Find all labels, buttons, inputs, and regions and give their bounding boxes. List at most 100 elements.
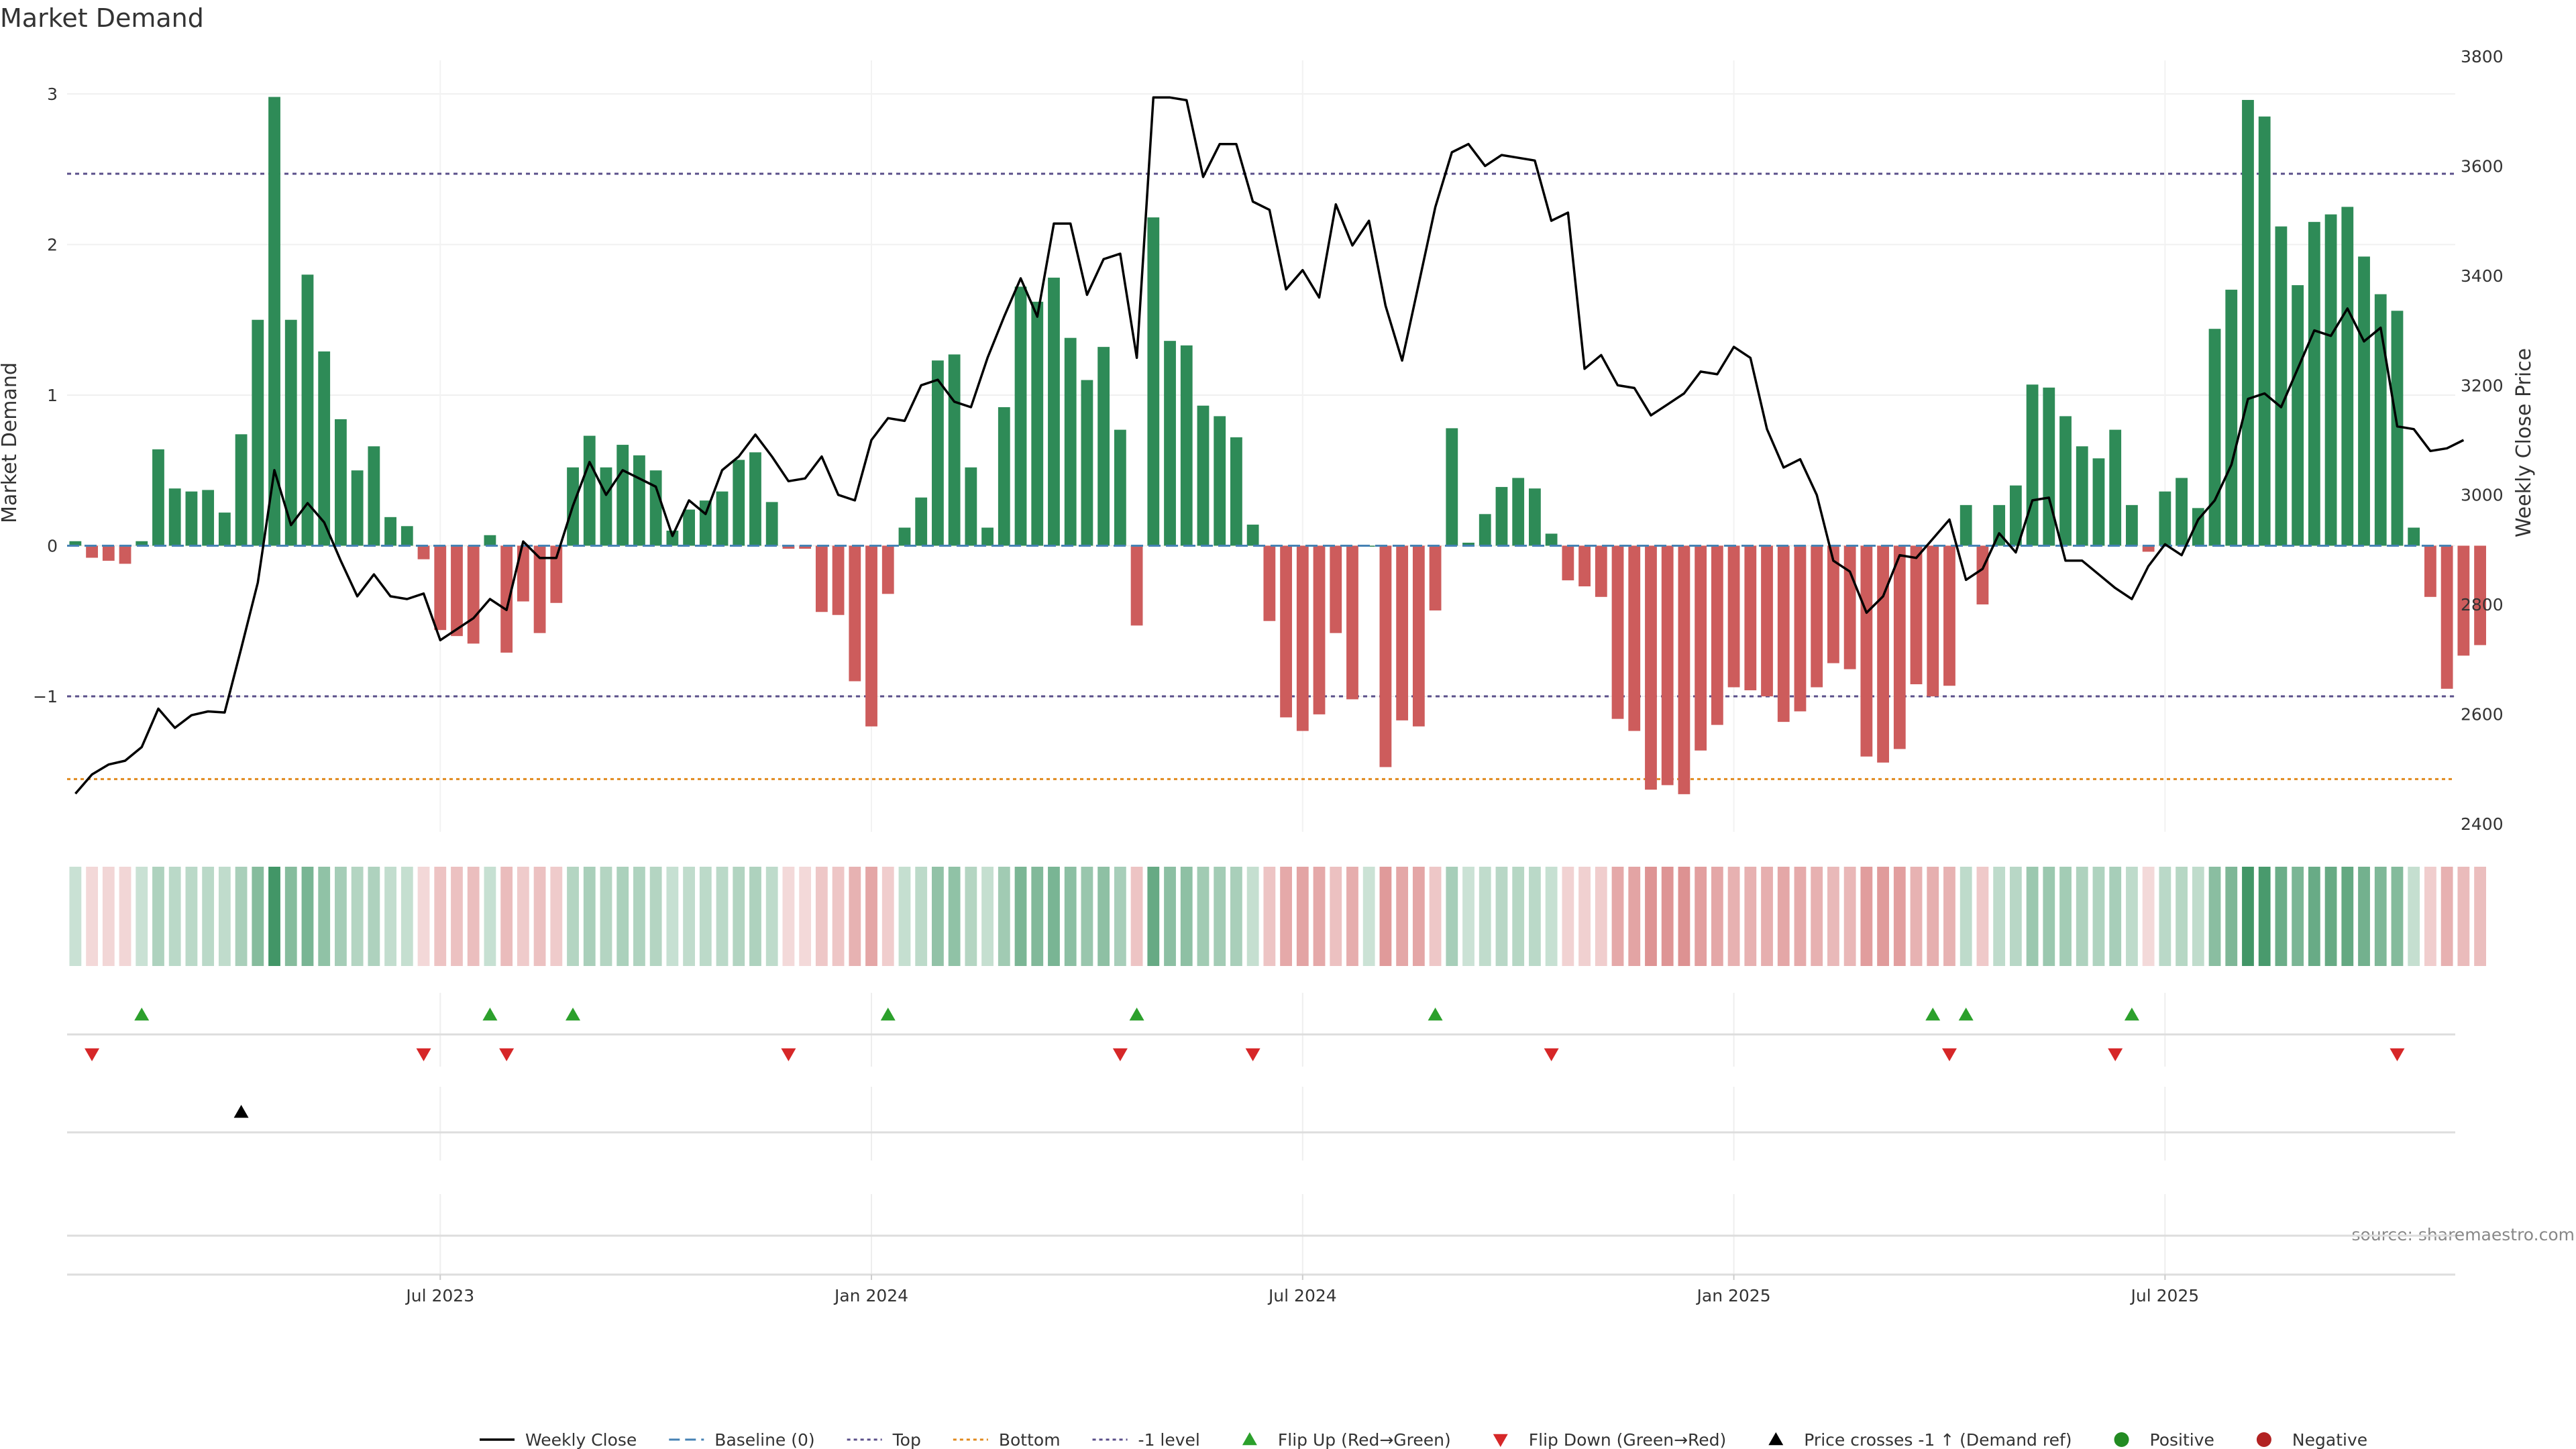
heat-cell [202,867,215,966]
demand-bar-positive [583,435,596,546]
y-tick-label: −1 [33,687,58,706]
heat-cell [1362,867,1375,966]
heat-cell [2208,867,2221,966]
demand-bar-negative [1976,545,1989,605]
demand-bar-negative [2457,545,2470,656]
demand-bar-negative [2440,545,2453,689]
demand-bar-negative [2424,545,2436,597]
demand-bar-positive [2358,256,2370,546]
flip-up-marker [880,1008,896,1021]
flip-down-marker [1245,1048,1260,1061]
demand-bar-positive [136,541,148,546]
heat-cell [2026,867,2039,966]
demand-bar-positive [2408,527,2420,546]
price-series [74,96,2465,795]
heat-cell [1180,867,1193,966]
heat-cell [2457,867,2470,966]
heat-cell [1048,867,1060,966]
demand-bar-negative [533,545,546,633]
demand-bar-positive [2076,446,2088,546]
heat-cell [1280,867,1292,966]
heat-cell [998,867,1010,966]
heat-cell [417,867,430,966]
heat-cell [765,867,778,966]
y2-tick-label: 3000 [2461,486,2504,505]
demand-bar-negative [2142,545,2155,552]
heat-cell [965,867,977,966]
heat-cell [1893,867,1906,966]
flip-up-marker [1428,1008,1443,1021]
heat-cell [1429,867,1442,966]
heat-cell [368,867,380,966]
heat-cell [500,867,513,966]
heat-cell [1910,867,1923,966]
heat-cell [252,867,264,966]
x-tick-label: Jul 2023 [405,1286,474,1305]
heat-cell [152,867,164,966]
heat-cell [600,867,612,966]
heat-cell [733,867,745,966]
demand-bar-negative [1346,545,1358,700]
demand-bar-positive [2242,99,2254,546]
demand-bar-positive [1014,286,1027,546]
heat-cell [1628,867,1641,966]
demand-bar-positive [666,531,679,546]
heat-cell [2275,867,2288,966]
legend-swatch-price-cross [1768,1432,1784,1446]
demand-bar-negative [1927,545,1939,696]
heat-cell [1097,867,1110,966]
heat-cell [2374,867,2387,966]
heat-cell [1263,867,1276,966]
heat-cell [1645,867,1657,966]
heat-cell [1744,867,1757,966]
flip-up-marker [566,1008,581,1021]
chart-title: Market Demand [0,3,204,33]
demand-bar-positive [1048,277,1060,546]
y2-tick-label: 3600 [2461,156,2504,176]
heat-cell [2391,867,2404,966]
heat-cell [2358,867,2370,966]
y-axis-label-right: Weekly Close Price [2512,348,2536,537]
heat-cell [1346,867,1358,966]
heat-cell [2440,867,2453,966]
gridlines [67,60,2455,1275]
demand-bar-negative [1761,545,1773,696]
demand-bar-positive [616,445,629,546]
flip-up-marker [134,1008,150,1021]
demand-bar-positive [1164,341,1176,546]
heat-cell [633,867,645,966]
flip-up-marker [482,1008,498,1021]
demand-bar-positive [2059,416,2072,546]
y2-tick-label: 2600 [2461,705,2504,724]
demand-bar-positive [368,446,380,546]
heat-cell [666,867,679,966]
demand-bar-negative [1678,545,1690,794]
heat-cell [86,867,98,966]
heat-cell [1927,867,1939,966]
weekly-close-line [74,96,2465,795]
demand-bar-positive [400,526,413,546]
flip-down-marker [1544,1048,1559,1061]
demand-bar-negative [517,545,529,602]
heat-cell [484,867,496,966]
heat-cell [1246,867,1259,966]
heat-cell [1695,867,1707,966]
x-tick-label: Jan 2024 [833,1286,908,1305]
heat-cell [1197,867,1210,966]
demand-bar-positive [168,488,181,546]
heat-cell [583,867,596,966]
demand-bar-negative [1595,545,1607,597]
demand-bar-positive [2126,504,2138,546]
heat-cell [1479,867,1491,966]
heat-cell [69,867,82,966]
heat-cell [284,867,297,966]
heat-cell [517,867,529,966]
demand-bar-positive [1230,437,1242,546]
demand-bar-positive [384,517,396,546]
heat-cell [1164,867,1176,966]
heat-cell [1877,867,1889,966]
demand-bar-positive [335,419,347,546]
demand-bar-negative [799,545,812,549]
demand-bar-negative [467,545,480,644]
demand-bar-negative [86,545,98,558]
